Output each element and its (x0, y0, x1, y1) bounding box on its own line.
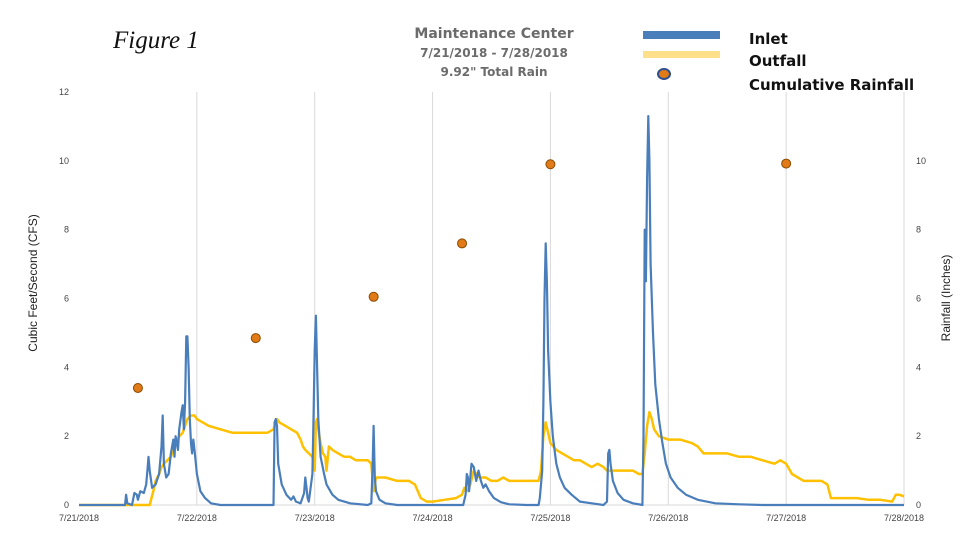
rainfall-point (457, 238, 468, 249)
y-left-tick-label: 10 (59, 156, 69, 166)
x-tick-label: 7/25/2018 (530, 513, 570, 523)
chart-subtitle-rain: 9.92" Total Rain (441, 65, 548, 79)
legend-outfall-label: Outfall (749, 52, 807, 70)
outfall-series-layer (79, 410, 905, 507)
y-right-tick-label: 2 (916, 431, 921, 441)
x-tick-label: 7/27/2018 (766, 513, 806, 523)
y-left-tick-label: 8 (64, 225, 69, 235)
y-right-tick-label: 6 (916, 294, 921, 304)
y-right-tick-label: 10 (916, 156, 926, 166)
inlet-line (79, 114, 904, 507)
x-tick-label: 7/22/2018 (177, 513, 217, 523)
legend-rainfall-label: Cumulative Rainfall (749, 76, 914, 94)
rainfall-point (368, 291, 379, 302)
y-left-tick-label: 4 (64, 362, 69, 372)
figure-label: Figure 1 (112, 27, 199, 54)
legend-outfall-swatch (643, 51, 720, 58)
x-tick-label: 7/28/2018 (884, 513, 924, 523)
y-right-tick-label: 0 (916, 500, 921, 510)
x-tick-label: 7/26/2018 (648, 513, 688, 523)
axis-tick-labels: 7/21/2018 7/22/2018 7/23/2018 7/24/2018 7/25… (59, 87, 926, 523)
y-right-tick-label: 4 (916, 362, 921, 372)
legend: Inlet Outfall Cumulative Rainfall (643, 30, 914, 94)
rainfall-point (132, 382, 143, 393)
y-right-tick-label: 8 (916, 225, 921, 235)
chart-title: Maintenance Center (414, 26, 573, 42)
x-tick-label: 7/24/2018 (413, 513, 453, 523)
y-axis-left-title: Cubic Feet/Second (CFS) (26, 214, 40, 351)
y-left-tick-label: 6 (64, 294, 69, 304)
legend-inlet-swatch (643, 31, 720, 39)
chart-subtitle-dates: 7/21/2018 - 7/28/2018 (420, 46, 568, 60)
rainfall-point (781, 158, 792, 169)
inlet-series-layer (79, 114, 904, 507)
x-tick-label: 7/23/2018 (295, 513, 335, 523)
y-left-tick-label: 2 (64, 431, 69, 441)
rainfall-point (250, 333, 261, 344)
y-axis-right-title: Rainfall (Inches) (939, 255, 953, 342)
legend-inlet-label: Inlet (749, 30, 788, 48)
rainfall-point (545, 159, 556, 170)
x-tick-label: 7/21/2018 (59, 513, 99, 523)
rainfall-series-layer (132, 158, 792, 393)
y-left-tick-label: 12 (59, 87, 69, 97)
outfall-line (79, 410, 905, 507)
legend-rainfall-marker (657, 68, 671, 80)
y-left-tick-label: 0 (64, 500, 69, 510)
